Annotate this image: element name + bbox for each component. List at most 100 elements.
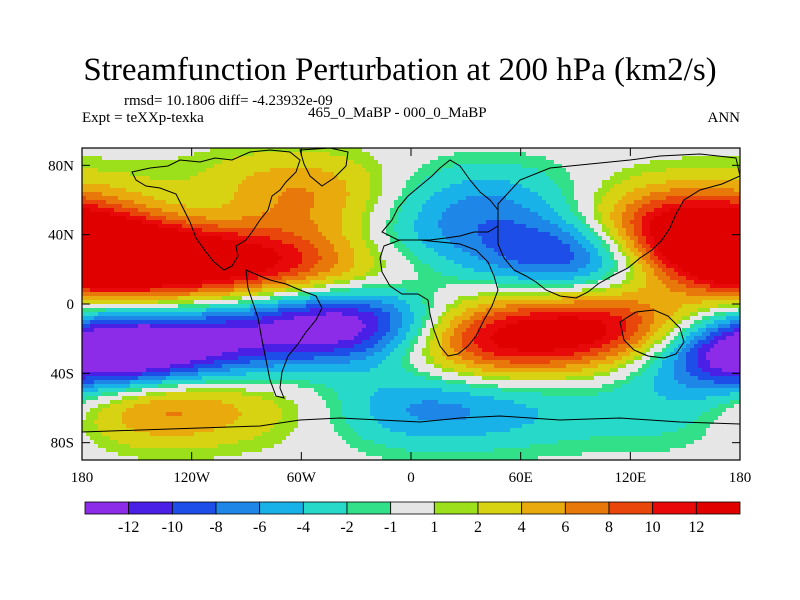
field-cell [350, 260, 355, 265]
field-cell [94, 148, 99, 153]
field-cell [298, 232, 303, 237]
field-cell [710, 200, 715, 205]
field-cell [250, 176, 255, 181]
field-cell [366, 160, 371, 165]
field-cell [310, 200, 315, 205]
field-cell [614, 160, 619, 165]
field-cell [638, 232, 643, 237]
field-cell [514, 184, 519, 189]
field-cell [310, 196, 315, 201]
field-cell [538, 148, 543, 153]
field-cell [366, 200, 371, 205]
field-cell [394, 236, 399, 241]
field-cell [286, 240, 291, 245]
field-cell [334, 244, 339, 249]
field-cell [458, 184, 463, 189]
field-cell [150, 172, 155, 177]
field-cell [582, 216, 587, 221]
field-cell [698, 148, 703, 153]
field-cell [422, 200, 427, 205]
field-cell [530, 180, 535, 185]
field-cell [118, 184, 123, 189]
field-cell [726, 188, 731, 193]
field-cell [518, 216, 523, 221]
field-cell [554, 148, 559, 153]
field-cell [602, 260, 607, 265]
field-cell [314, 172, 319, 177]
field-cell [206, 152, 211, 157]
field-cell [422, 244, 427, 249]
field-cell [542, 152, 547, 157]
field-cell [114, 192, 119, 197]
field-cell [578, 212, 583, 217]
field-cell [534, 264, 539, 269]
field-cell [362, 188, 367, 193]
field-cell [582, 224, 587, 229]
field-cell [226, 252, 231, 257]
field-cell [514, 180, 519, 185]
field-cell [562, 252, 567, 257]
field-cell [734, 204, 739, 209]
field-cell [358, 172, 363, 177]
field-cell [282, 216, 287, 221]
field-cell [354, 156, 359, 161]
field-cell [658, 180, 663, 185]
field-cell [726, 224, 731, 229]
field-cell [146, 260, 151, 265]
field-cell [218, 192, 223, 197]
field-cell [546, 188, 551, 193]
field-cell [114, 268, 119, 273]
field-cell [342, 156, 347, 161]
field-cell [738, 228, 740, 233]
field-cell [594, 224, 599, 229]
field-cell [614, 188, 619, 193]
field-cell [722, 248, 727, 253]
field-cell [122, 160, 127, 165]
field-cell [474, 204, 479, 209]
field-cell [530, 188, 535, 193]
field-cell [510, 176, 515, 181]
field-cell [514, 148, 519, 153]
field-cell [378, 148, 383, 153]
field-cell [310, 168, 315, 173]
field-cell [426, 248, 431, 253]
field-cell [718, 232, 723, 237]
field-cell [110, 204, 115, 209]
field-cell [602, 168, 607, 173]
field-cell [438, 180, 443, 185]
field-cell [350, 252, 355, 257]
field-cell [130, 240, 135, 245]
field-cell [390, 168, 395, 173]
field-cell [398, 252, 403, 257]
field-cell [486, 192, 491, 197]
field-cell [546, 260, 551, 265]
field-cell [166, 260, 171, 265]
field-cell [210, 148, 215, 153]
field-cell [622, 216, 627, 221]
field-cell [634, 236, 639, 241]
field-cell [118, 172, 123, 177]
field-cell [502, 156, 507, 161]
field-cell [346, 148, 351, 153]
field-cell [246, 268, 251, 273]
field-cell [562, 172, 567, 177]
field-cell [550, 180, 555, 185]
field-cell [182, 260, 187, 265]
field-cell [110, 236, 115, 241]
field-cell [686, 228, 691, 233]
field-cell [466, 208, 471, 213]
field-cell [230, 184, 235, 189]
field-cell [418, 260, 423, 265]
field-cell [454, 160, 459, 165]
field-cell [706, 172, 711, 177]
field-cell [362, 192, 367, 197]
field-cell [510, 232, 515, 237]
field-cell [450, 220, 455, 225]
field-cell [650, 192, 655, 197]
field-cell [618, 248, 623, 253]
field-cell [710, 236, 715, 241]
field-cell [174, 188, 179, 193]
field-cell [194, 164, 199, 169]
field-cell [178, 172, 183, 177]
field-cell [394, 224, 399, 229]
